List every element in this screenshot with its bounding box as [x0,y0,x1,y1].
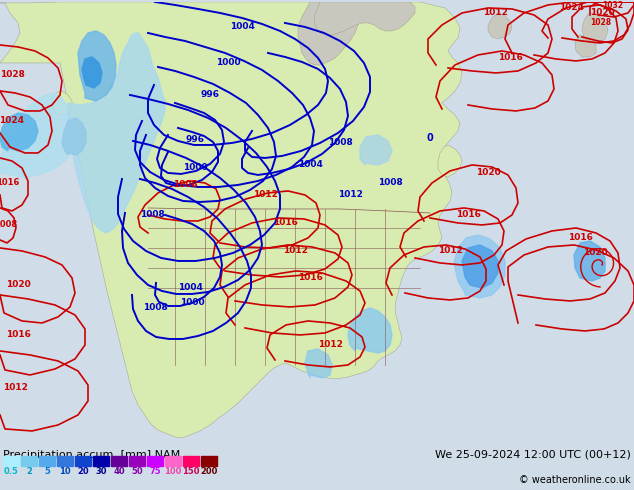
Text: 50: 50 [131,467,143,476]
Text: 1016: 1016 [456,211,481,220]
Bar [3,456,19,466]
Polygon shape [360,135,392,165]
Text: 150: 150 [182,467,200,476]
Text: 1028: 1028 [590,19,612,27]
Text: 75: 75 [149,467,161,476]
Text: 1020: 1020 [583,248,607,257]
Text: 1020: 1020 [590,8,614,18]
Polygon shape [52,91,72,115]
Text: 1008: 1008 [139,211,164,220]
Text: © weatheronline.co.uk: © weatheronline.co.uk [519,475,631,485]
Text: 1000: 1000 [179,298,204,307]
Text: 1000: 1000 [216,58,240,68]
Text: 1028: 1028 [0,71,25,79]
Polygon shape [488,13,512,39]
Text: 1008: 1008 [378,178,403,188]
Text: 1016: 1016 [0,178,20,188]
Polygon shape [78,31,116,101]
Text: 1012: 1012 [3,384,27,392]
Text: 1012: 1012 [437,246,462,255]
Polygon shape [82,57,102,88]
Bar [93,456,109,466]
Text: 100: 100 [164,467,182,476]
Polygon shape [438,145,462,177]
Bar [75,456,91,466]
Text: 2: 2 [26,467,32,476]
Bar [111,456,127,466]
Text: 5: 5 [44,467,50,476]
Bar [183,456,199,466]
Text: 1020: 1020 [476,169,500,177]
Text: 1032: 1032 [602,1,623,10]
Bar [39,456,55,466]
Text: 1008: 1008 [328,139,353,147]
Text: 1008: 1008 [172,180,197,190]
Text: 1004: 1004 [178,283,202,293]
Text: 10: 10 [59,467,71,476]
Polygon shape [574,241,605,281]
Bar [21,456,37,466]
Text: 1012: 1012 [482,8,507,18]
Text: We 25-09-2024 12:00 UTC (00+12): We 25-09-2024 12:00 UTC (00+12) [435,450,631,460]
Polygon shape [0,113,38,151]
Text: 1024: 1024 [0,117,25,125]
Text: 1016: 1016 [567,233,592,243]
Text: 1012: 1012 [318,341,342,349]
Polygon shape [462,245,498,288]
Bar [129,456,145,466]
Text: 1008: 1008 [0,220,18,229]
Polygon shape [0,2,462,438]
Text: Precipitation accum. [mm] NAM: Precipitation accum. [mm] NAM [3,450,180,460]
Text: 0: 0 [427,133,434,143]
Text: 1000: 1000 [183,164,207,172]
Bar [165,456,181,466]
Polygon shape [0,93,72,178]
Bar [201,456,217,466]
Polygon shape [348,308,392,353]
Text: 996: 996 [200,91,219,99]
Polygon shape [314,2,415,35]
Text: 0.5: 0.5 [4,467,18,476]
Text: 30: 30 [95,467,107,476]
Polygon shape [68,33,165,233]
Polygon shape [454,235,505,298]
Polygon shape [582,13,608,43]
Text: 1016: 1016 [498,53,522,62]
Text: 1012: 1012 [337,191,363,199]
Text: 20: 20 [77,467,89,476]
Text: 1016: 1016 [6,330,30,340]
Text: 1008: 1008 [143,303,167,313]
Text: 1004: 1004 [230,23,254,31]
Text: 1024: 1024 [559,3,585,12]
Text: 1020: 1020 [6,280,30,290]
Polygon shape [305,349,332,378]
Bar [57,456,73,466]
Text: 1004: 1004 [297,160,323,170]
Bar [147,456,163,466]
Text: 200: 200 [200,467,217,476]
Text: 40: 40 [113,467,125,476]
Polygon shape [575,35,596,57]
Text: 1012: 1012 [283,246,307,255]
Polygon shape [298,2,360,65]
Text: 1016: 1016 [273,219,297,227]
Text: 1012: 1012 [252,191,278,199]
Text: 1016: 1016 [297,273,323,282]
Polygon shape [62,118,86,155]
Text: 996: 996 [186,135,205,145]
